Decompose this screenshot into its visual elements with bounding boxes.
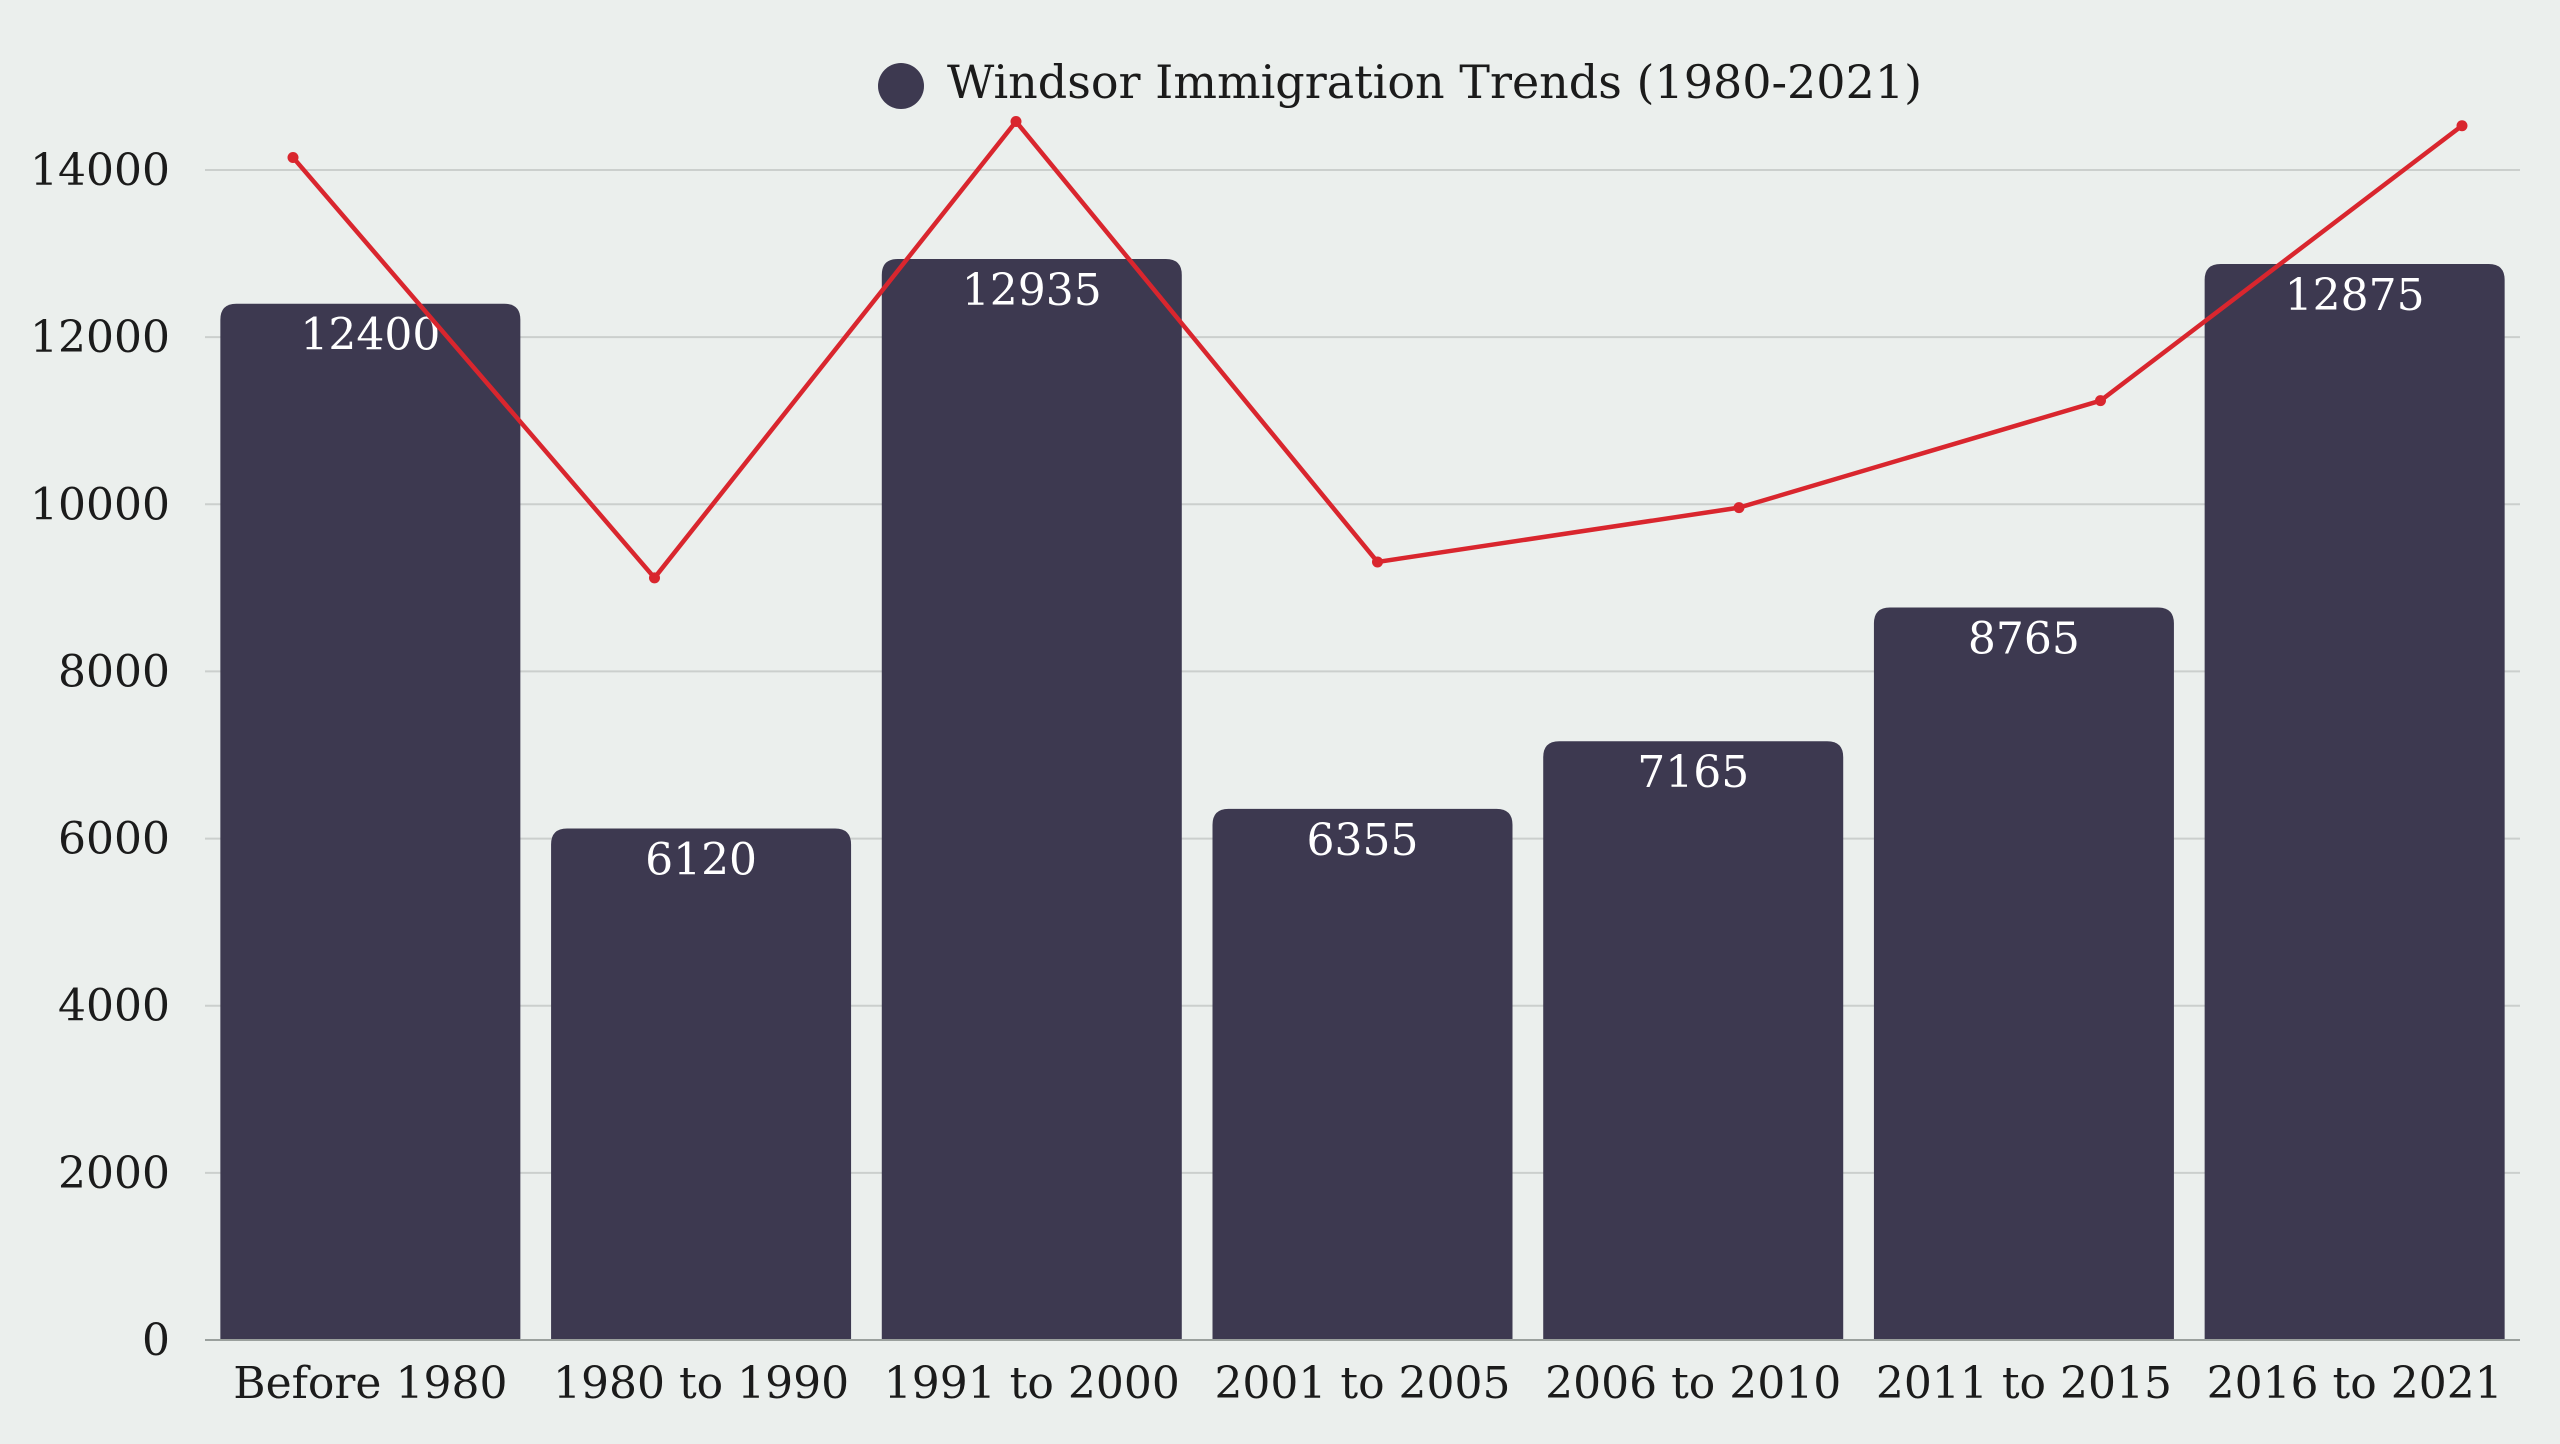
x-tick-label: 1991 to 2000 — [884, 1358, 1180, 1409]
legend: Windsor Immigration Trends (1980-2021) — [878, 55, 1922, 109]
y-tick-label: 4000 — [58, 981, 170, 1032]
y-tick-label: 8000 — [58, 646, 170, 697]
y-tick-label: 10000 — [30, 479, 170, 530]
bar-value-labels: 12400 6120 12935 6355 7165 8765 12875 — [300, 265, 2424, 886]
y-tick-label: 6000 — [58, 814, 170, 865]
bar — [1212, 808, 1513, 1340]
x-tick-label: 2006 to 2010 — [1545, 1358, 1841, 1409]
trend-line-point — [649, 572, 660, 584]
bar-value-label: 12400 — [300, 310, 440, 361]
bar — [1543, 741, 1844, 1340]
bar — [2204, 264, 2505, 1341]
y-tick-label: 12000 — [30, 312, 170, 363]
bar-value-label: 12935 — [962, 265, 1102, 316]
x-tick-label: 2016 to 2021 — [2207, 1358, 2503, 1409]
trend-line-point — [2095, 395, 2106, 407]
x-tick-label: 2011 to 2015 — [1876, 1358, 2172, 1409]
bar-value-label: 6355 — [1307, 815, 1419, 866]
bar — [220, 303, 521, 1340]
legend-marker-icon — [878, 63, 924, 109]
x-tick-label: Before 1980 — [233, 1358, 507, 1409]
trend-line-point — [1010, 116, 1022, 128]
bar-value-label: 7165 — [1637, 747, 1749, 798]
trend-line-path — [291, 117, 2464, 582]
y-tick-label: 0 — [142, 1315, 170, 1366]
bars — [220, 259, 2505, 1341]
bar — [551, 828, 852, 1340]
x-tick-label: 2001 to 2005 — [1214, 1358, 1510, 1409]
y-tick-label: 14000 — [30, 145, 170, 196]
trend-line — [287, 116, 2468, 584]
x-tick-label: 1980 to 1990 — [553, 1358, 849, 1409]
legend-label: Windsor Immigration Trends (1980-2021) — [947, 55, 1922, 109]
bar-value-label: 12875 — [2285, 270, 2425, 321]
trend-line-point — [1372, 556, 1383, 568]
trend-line-point — [287, 151, 299, 163]
bar-value-label: 8765 — [1968, 613, 2080, 664]
bar-value-label: 6120 — [645, 835, 757, 886]
bar — [881, 259, 1182, 1341]
y-tick-label: 2000 — [58, 1148, 170, 1199]
trend-line-point — [1733, 502, 1745, 514]
axes: 0 2000 4000 6000 8000 10000 12000 14000 Before 1… — [30, 145, 2520, 1409]
bar — [1873, 607, 2174, 1340]
trend-line-point — [2456, 120, 2468, 132]
